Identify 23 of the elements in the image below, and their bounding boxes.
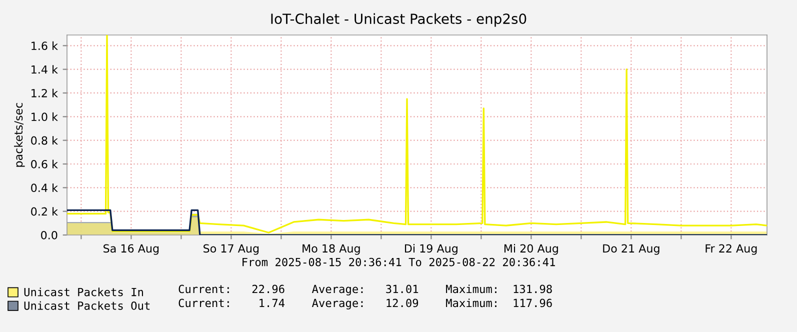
text: From 2025-08-15 20:36:41 To 2025-08-22 20:36:41 — [242, 258, 555, 266]
text: Current: 22.96 Average: 31.01 Maximum: 131.98 — [178, 284, 552, 296]
x-tick-label: Do 21 Aug — [603, 244, 660, 255]
x-tick-label: So 17 Aug — [204, 244, 259, 255]
text: Current: 1.74 Average: 12.09 Maximum: 117.96 — [178, 298, 552, 310]
x-tick-label: Mi 20 Aug — [504, 244, 558, 255]
x-tick-label: Di 19 Aug — [404, 244, 458, 255]
y-tick-label: 1.6 k — [32, 41, 58, 50]
y-axis-title: packets/sec — [14, 102, 25, 167]
y-tick-label: 1.4 k — [32, 65, 58, 74]
y-tick-label: 0.8 k — [31, 136, 58, 145]
y-tick-label: 1.0 k — [32, 112, 58, 122]
y-tick-label: 1.2 k — [32, 88, 58, 98]
y-tick-label: 0.6 k — [31, 160, 58, 168]
x-tick-label: Mo 18 Aug — [302, 244, 360, 255]
y-tick-label: 0.0 — [41, 230, 58, 240]
legend-label: Unicast Packets Out — [24, 301, 150, 310]
chart-title: IoT-Chalet - Unicast Packets - enp2s0 — [271, 13, 526, 27]
y-tick-label: 0.4 k — [31, 183, 58, 192]
y-tick-label: 0.2 k — [31, 207, 58, 216]
x-tick-label: Fr 22 Aug — [706, 244, 757, 255]
x-tick-label: Sa 16 Aug — [104, 244, 159, 255]
legend-label: Unicast Packets In — [24, 288, 143, 296]
